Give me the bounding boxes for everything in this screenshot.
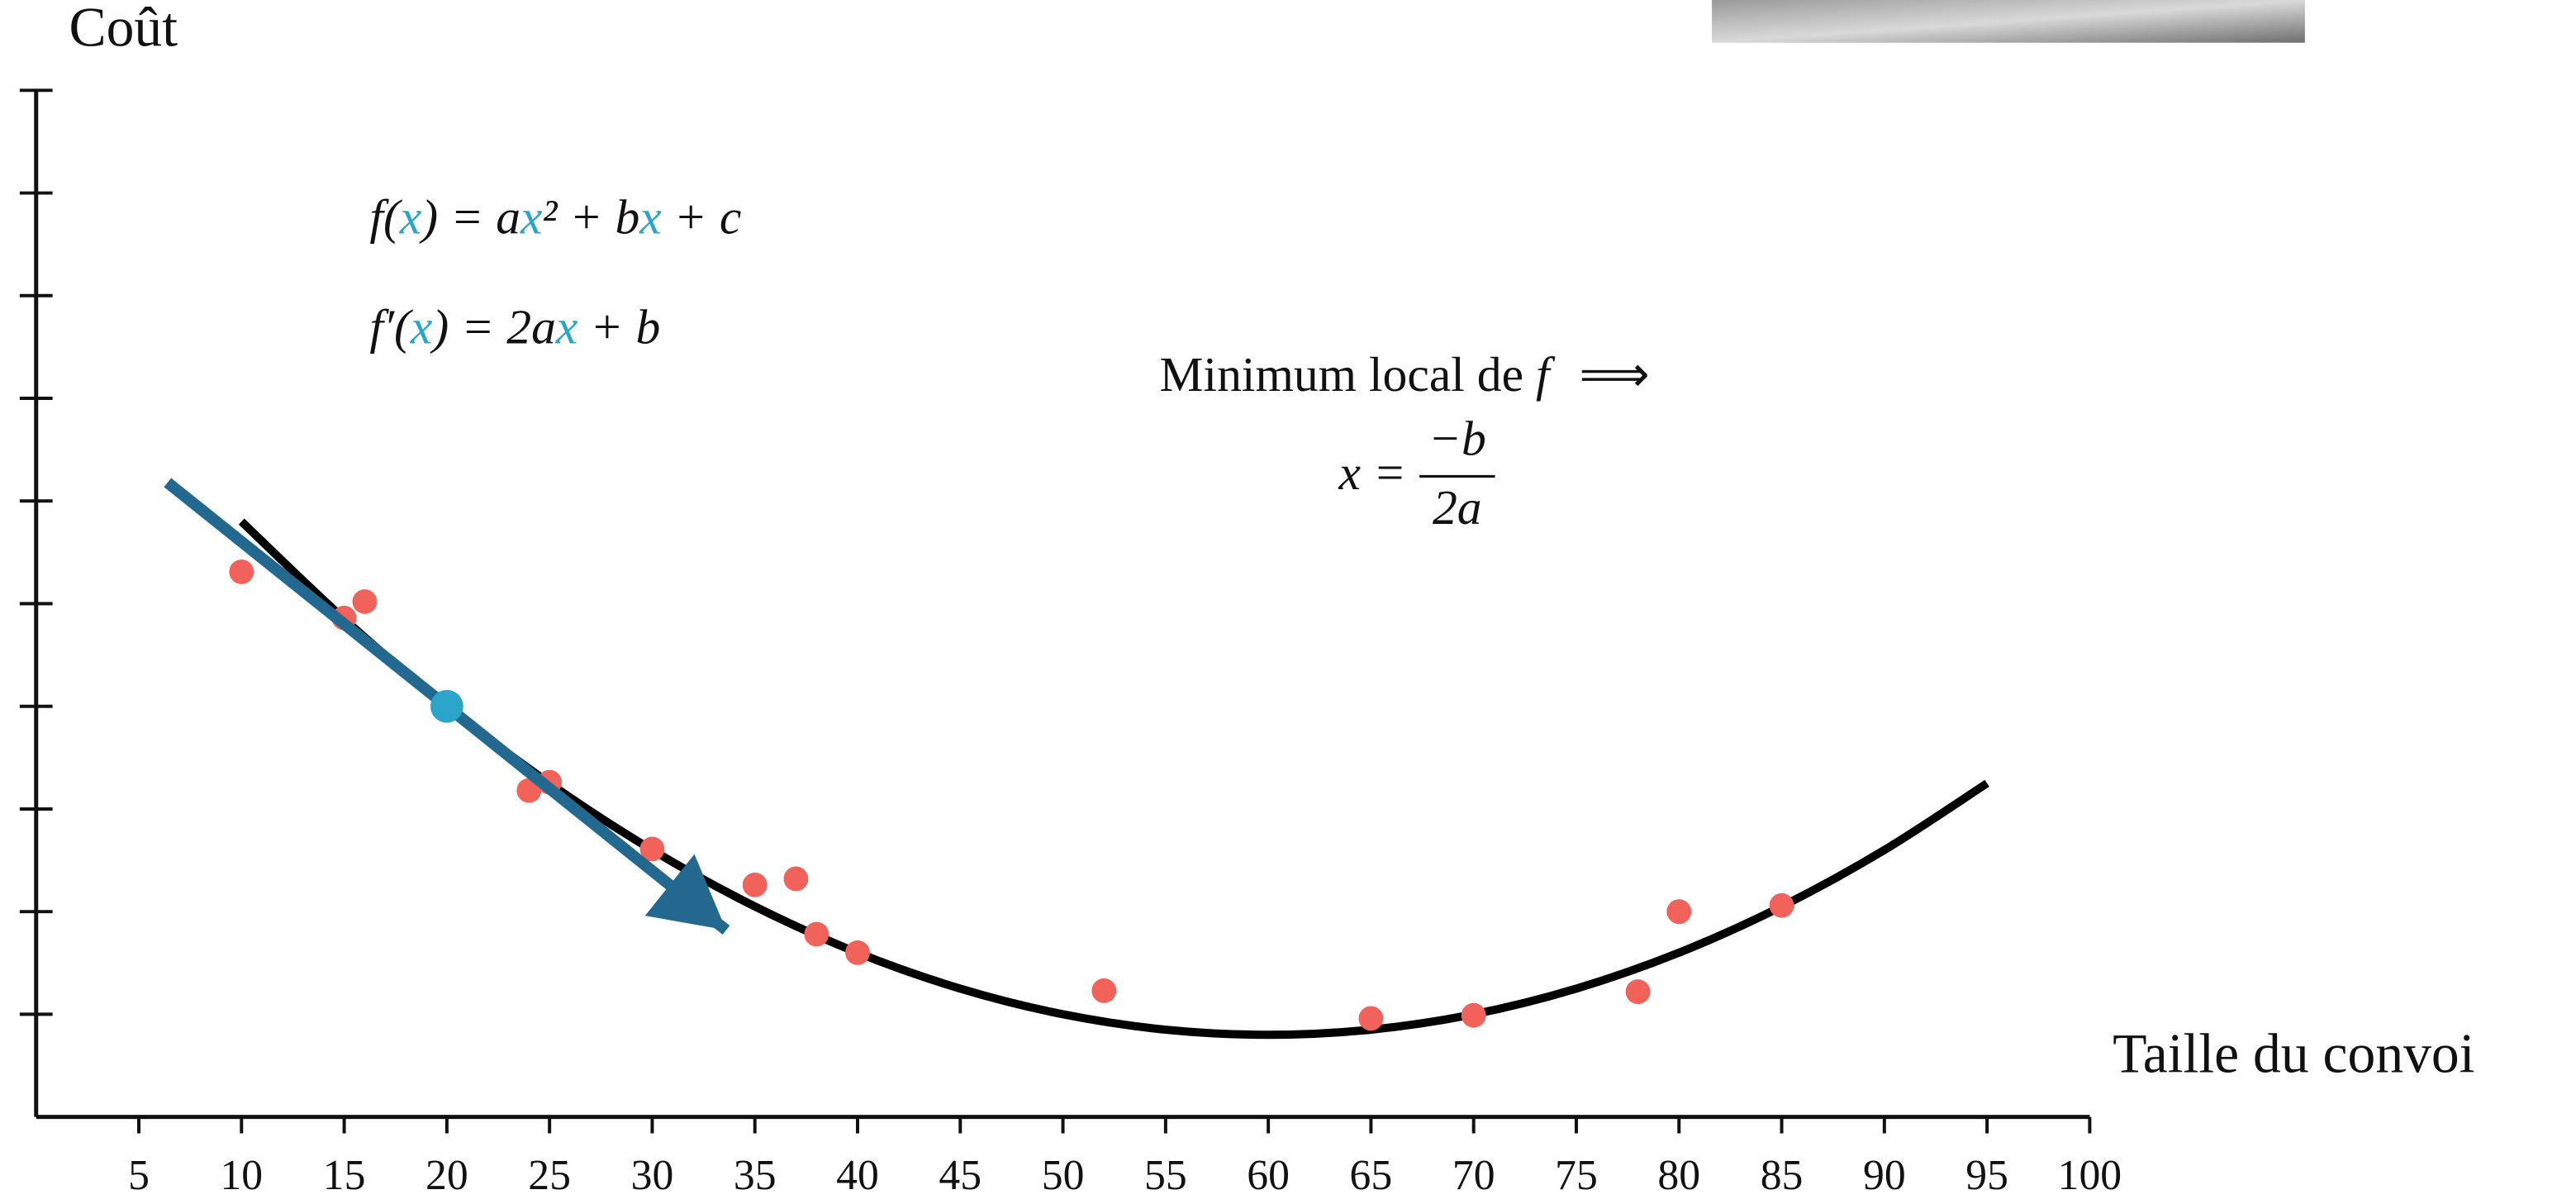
data-point: [1666, 899, 1692, 925]
implies: ⟹: [1579, 347, 1650, 402]
minimum-label: Minimum local de: [1159, 347, 1535, 402]
solution-denominator: 2a: [1433, 480, 1482, 535]
data-point: [229, 559, 254, 584]
formula-part: f(: [369, 189, 402, 244]
x-tick-label: 25: [528, 1152, 571, 1199]
x-tick-label: 100: [2058, 1152, 2122, 1199]
solution-lhs: x =: [1338, 445, 1407, 500]
minimum-text: Minimum local de f ⟹: [1159, 347, 1649, 402]
data-point: [742, 872, 768, 897]
data-point: [783, 866, 809, 892]
x-tick-label: 45: [939, 1152, 981, 1199]
x-tick-label: 65: [1350, 1152, 1393, 1199]
x-tick-label: 55: [1144, 1152, 1187, 1199]
data-point: [1358, 1006, 1384, 1031]
x-tick-label: 15: [323, 1152, 366, 1199]
data-point: [352, 589, 378, 614]
thumbnail-image: [1712, 0, 2305, 43]
data-point: [639, 836, 665, 862]
data-point: [804, 921, 829, 947]
formula-part: x: [639, 189, 662, 244]
x-axis-title: Taille du convoi: [2113, 1023, 2474, 1085]
tangent-arrow-head: [644, 854, 726, 930]
formula-part: f′(: [369, 299, 413, 354]
formula-part: x: [410, 299, 433, 354]
y-axis-title: Coût: [69, 0, 178, 58]
x-tick-label: 95: [1965, 1152, 2008, 1199]
formula-part: ) = a: [419, 189, 520, 244]
data-point: [1091, 978, 1117, 1003]
x-tick-label: 85: [1761, 1152, 1804, 1199]
x-tick-label: 35: [734, 1152, 777, 1199]
x-tick-label: 80: [1657, 1152, 1700, 1199]
x-tick-label: 70: [1452, 1152, 1495, 1199]
data-point: [1769, 892, 1794, 918]
x-tick-label: 60: [1247, 1152, 1290, 1199]
formula: f′(x) = 2ax + b: [369, 299, 660, 354]
highlight-point: [430, 689, 463, 723]
formula-part: x: [555, 299, 578, 354]
data-point: [1625, 979, 1651, 1004]
data-point: [1461, 1002, 1486, 1028]
x-tick-label: 5: [128, 1152, 150, 1199]
formula-part: ) = 2a: [430, 299, 556, 354]
x-tick-label: 75: [1555, 1152, 1598, 1199]
fit-curve: [238, 518, 1989, 1040]
minimum-function: f: [1536, 347, 1556, 402]
formula-part: x: [399, 189, 422, 244]
x-tick-label: 50: [1042, 1152, 1085, 1199]
x-tick-label: 90: [1863, 1152, 1906, 1199]
formula-part: + c: [662, 189, 742, 244]
formula-part: ² + b: [543, 189, 640, 244]
x-tick-label: 30: [631, 1152, 674, 1199]
x-tick-label: 20: [425, 1152, 468, 1199]
x-tick-label: 40: [836, 1152, 879, 1199]
x-tick-label: 10: [220, 1152, 263, 1199]
formula: f(x) = ax² + bx + c: [369, 189, 741, 244]
formula-part: x: [520, 189, 543, 244]
data-point: [845, 940, 870, 965]
formula-part: + b: [577, 299, 660, 354]
solution-numerator: −b: [1428, 411, 1486, 465]
